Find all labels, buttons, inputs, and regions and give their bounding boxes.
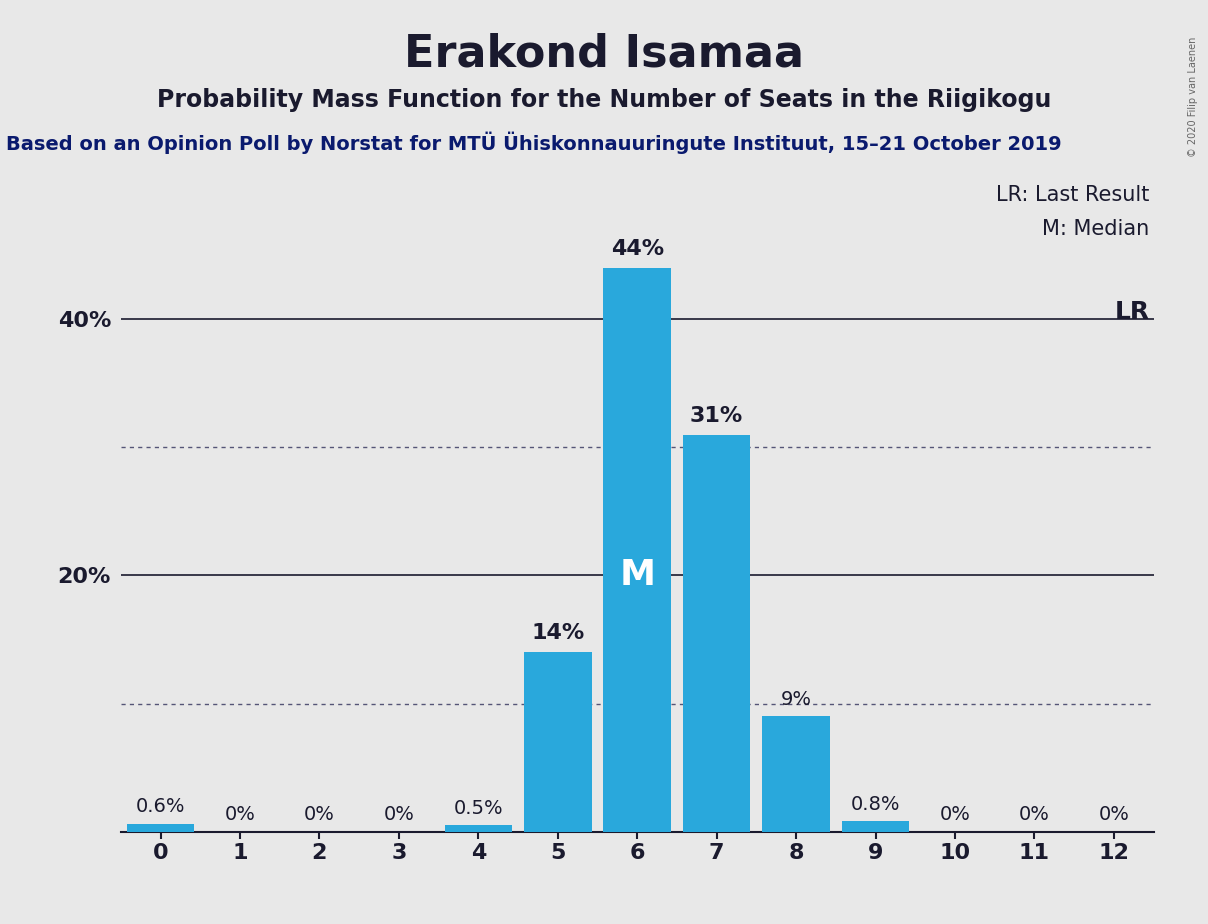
Text: 0.5%: 0.5%: [453, 798, 504, 818]
Text: 0.6%: 0.6%: [135, 797, 185, 816]
Text: Erakond Isamaa: Erakond Isamaa: [403, 32, 805, 76]
Bar: [524, 652, 592, 832]
Bar: [842, 821, 910, 832]
Text: 31%: 31%: [690, 406, 743, 426]
Text: 0%: 0%: [304, 805, 335, 824]
Text: 0%: 0%: [225, 805, 255, 824]
Text: 0%: 0%: [1020, 805, 1050, 824]
Text: Probability Mass Function for the Number of Seats in the Riigikogu: Probability Mass Function for the Number…: [157, 88, 1051, 112]
Text: 44%: 44%: [611, 239, 663, 259]
Text: 0%: 0%: [383, 805, 414, 824]
Text: M: Median: M: Median: [1043, 219, 1150, 239]
Text: 14%: 14%: [532, 624, 585, 643]
Text: 9%: 9%: [780, 689, 812, 709]
Bar: [604, 268, 670, 832]
Text: 0.8%: 0.8%: [850, 795, 900, 814]
Bar: [445, 825, 512, 832]
Bar: [683, 434, 750, 832]
Bar: [127, 824, 194, 832]
Text: 0%: 0%: [1098, 805, 1129, 824]
Text: Based on an Opinion Poll by Norstat for MTÜ Ühiskonnauuringute Instituut, 15–21 : Based on an Opinion Poll by Norstat for …: [6, 131, 1062, 153]
Text: LR: Last Result: LR: Last Result: [997, 185, 1150, 205]
Text: 0%: 0%: [940, 805, 970, 824]
Text: M: M: [620, 558, 655, 592]
Bar: [762, 716, 830, 832]
Text: LR: LR: [1115, 300, 1150, 324]
Text: © 2020 Filip van Laenen: © 2020 Filip van Laenen: [1189, 37, 1198, 157]
